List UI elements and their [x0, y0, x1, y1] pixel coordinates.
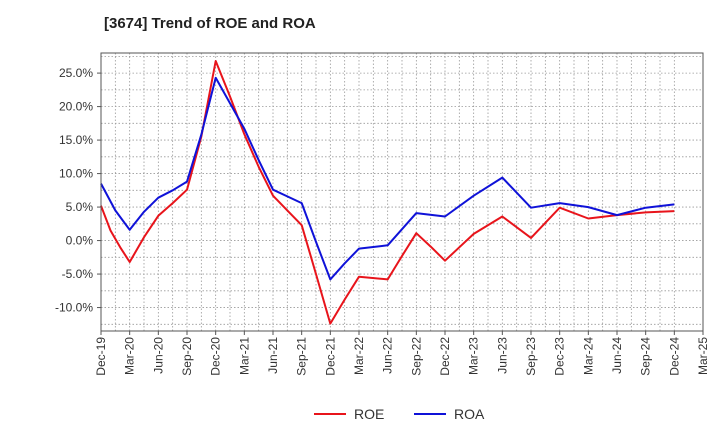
x-tick-label: Mar-23 — [467, 337, 481, 375]
legend-label-roe: ROE — [354, 406, 384, 422]
series-line-roe — [100, 60, 675, 325]
grid-lines — [100, 53, 703, 331]
y-tick-label: 20.0% — [59, 100, 93, 114]
y-tick-label: 10.0% — [59, 167, 93, 181]
plot-background — [101, 53, 703, 331]
chart-title: [3674] Trend of ROE and ROA — [104, 15, 316, 32]
plot-area — [101, 53, 703, 331]
x-tick-label: Sep-24 — [639, 337, 653, 376]
y-tick-label: 5.0% — [66, 200, 94, 214]
y-tick-label: 0.0% — [66, 234, 94, 248]
x-tick-label: Sep-22 — [409, 337, 423, 376]
x-tick-label: Jun-22 — [381, 337, 395, 374]
legend: ROE ROA — [314, 406, 485, 422]
y-axis-ticks: 25.0% 20.0% 15.0% 10.0% 5.0% 0.0% -5.0% -10.0% — [55, 66, 101, 315]
x-tick-label: Mar-22 — [352, 337, 366, 375]
x-tick-label: Jun-24 — [610, 337, 624, 374]
x-tick-label: Mar-20 — [123, 337, 137, 375]
x-tick-label: Dec-23 — [553, 337, 567, 376]
series-layer — [100, 60, 675, 325]
x-tick-label: Dec-20 — [209, 337, 223, 376]
x-tick-label: Jun-23 — [495, 337, 509, 374]
x-tick-label: Sep-20 — [180, 337, 194, 376]
x-tick-label: Dec-24 — [667, 337, 681, 376]
x-tick-label: Jun-20 — [151, 337, 165, 374]
x-tick-label: Mar-24 — [581, 337, 595, 375]
x-tick-label: Dec-21 — [323, 337, 337, 376]
x-tick-label: Jun-21 — [266, 337, 280, 374]
x-tick-label: Mar-21 — [237, 337, 251, 375]
x-tick-label: Sep-21 — [295, 337, 309, 376]
plot-frame — [100, 52, 704, 332]
series-line-roa — [100, 76, 675, 281]
x-axis-ticks: Dec-19 Mar-20 Jun-20 Sep-20 Dec-20 Mar-21 Jun-… — [94, 331, 710, 376]
y-tick-label: 25.0% — [59, 66, 93, 80]
y-tick-label: 15.0% — [59, 133, 93, 147]
x-tick-label: Dec-22 — [438, 337, 452, 376]
legend-label-roa: ROA — [454, 406, 485, 422]
x-tick-label: Dec-19 — [94, 337, 108, 376]
y-tick-label: -10.0% — [55, 301, 93, 315]
x-tick-label: Mar-25 — [696, 337, 710, 375]
axes-frame — [100, 52, 704, 332]
y-tick-label: -5.0% — [62, 267, 94, 281]
x-tick-label: Sep-23 — [524, 337, 538, 376]
